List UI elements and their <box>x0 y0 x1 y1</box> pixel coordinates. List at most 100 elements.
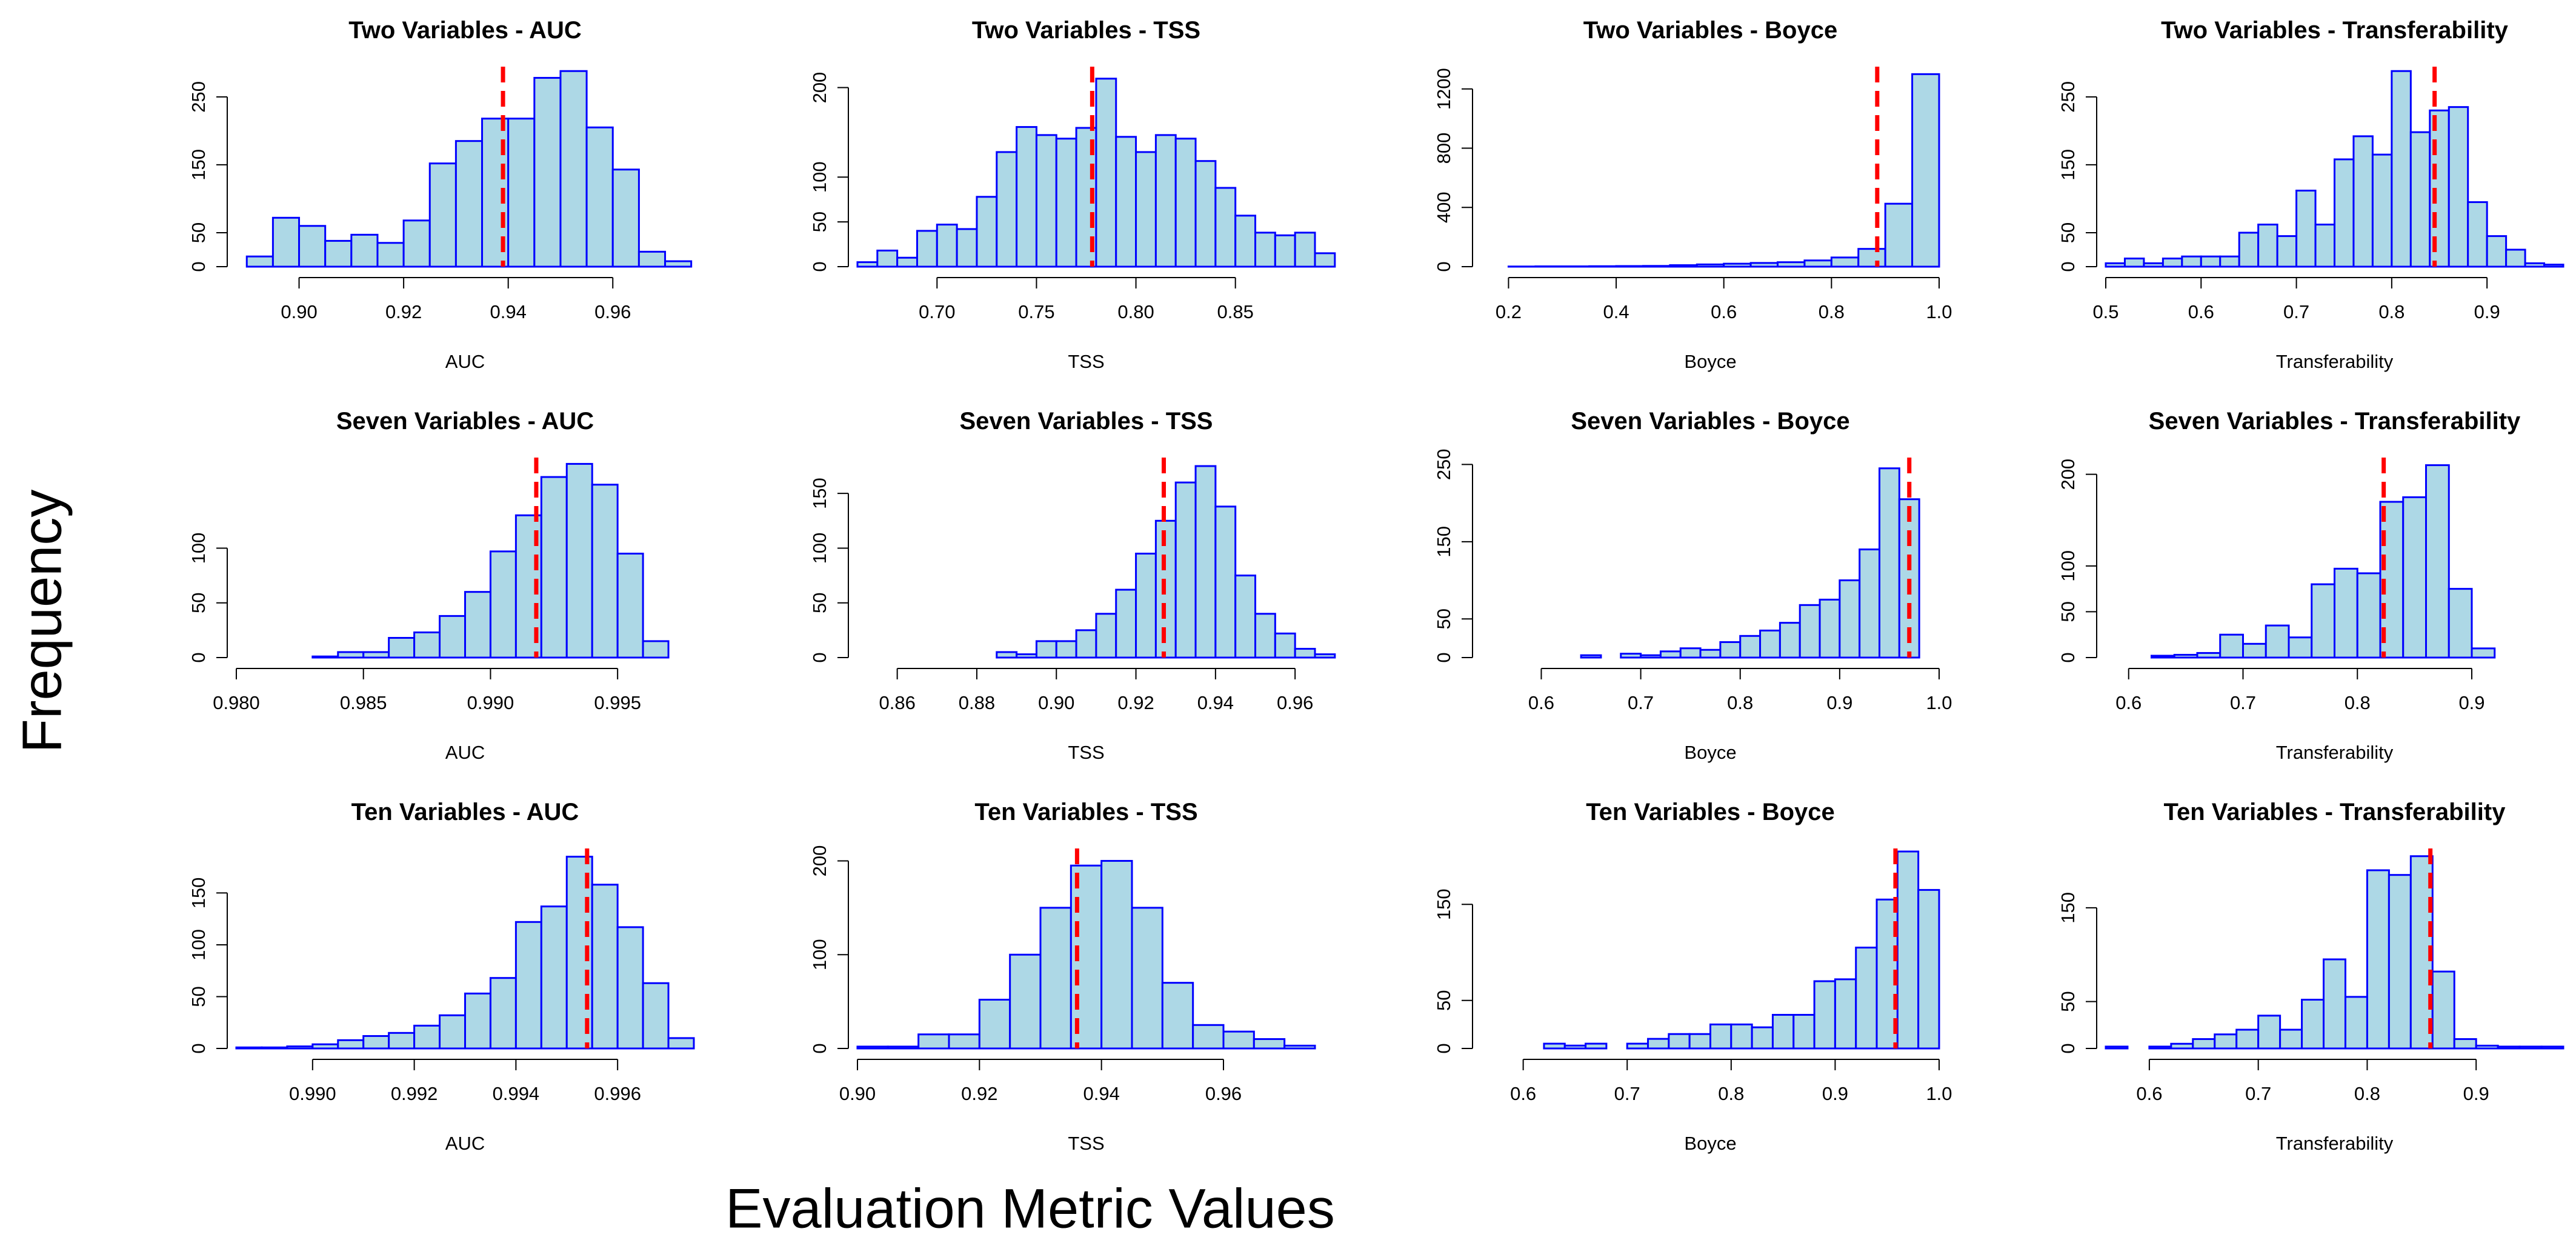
y-tick-label: 0 <box>1433 261 1454 272</box>
x-tick-label: 0.80 <box>1117 301 1154 322</box>
histogram-bar <box>2467 201 2488 268</box>
histogram-bar <box>2543 264 2564 268</box>
histogram-bar <box>1884 202 1914 268</box>
histogram-bar <box>1668 1033 1691 1050</box>
y-tick-label: 0 <box>2057 261 2078 272</box>
histogram-bar <box>1131 907 1163 1050</box>
y-tick-label: 400 <box>1433 192 1454 223</box>
y-tick-label: 800 <box>1433 133 1454 164</box>
histogram-bar <box>2524 262 2546 268</box>
x-axis-label: Boyce <box>1684 351 1736 372</box>
histogram-bar <box>896 256 918 268</box>
histogram-bar <box>956 228 978 268</box>
histogram-bar <box>664 260 693 268</box>
histogram-bar <box>2311 583 2335 659</box>
x-tick-label: 0.5 <box>2092 301 2118 322</box>
histogram-bar <box>856 1045 889 1050</box>
x-tick-label: 0.92 <box>961 1083 997 1104</box>
histogram-bar <box>1274 234 1296 268</box>
y-tick-label: 50 <box>2057 991 2078 1011</box>
histogram-bar <box>2371 153 2393 268</box>
y-tick-label: 250 <box>1433 449 1454 481</box>
histogram-bar <box>1696 263 1725 268</box>
histogram-bar <box>1070 864 1103 1050</box>
x-axis-label: Transferability <box>2276 351 2394 372</box>
histogram-bar <box>2366 869 2390 1050</box>
y-tick-label: 250 <box>188 81 209 113</box>
histogram-bar <box>1669 264 1698 268</box>
histogram-bar <box>413 631 441 659</box>
x-tick-label: 1.0 <box>1926 1083 1952 1104</box>
x-tick-label: 0.996 <box>594 1083 641 1104</box>
y-tick-label: 0 <box>809 652 830 662</box>
histogram-bar <box>311 655 339 659</box>
histogram-bar <box>611 168 640 268</box>
x-tick-label: 0.90 <box>1038 692 1074 713</box>
x-tick-label: 0.994 <box>493 1083 540 1104</box>
histogram-bar <box>311 1043 339 1050</box>
histogram-bar <box>2257 1015 2281 1050</box>
histogram-bar <box>271 216 301 268</box>
histogram-bar <box>1283 1044 1316 1050</box>
histogram-bar <box>2352 135 2374 268</box>
histogram-bar <box>1799 604 1821 659</box>
x-tick-label: 0.88 <box>959 692 995 713</box>
y-tick-label: 200 <box>809 72 830 104</box>
histogram-bar <box>2425 464 2450 659</box>
histogram-bar <box>350 233 379 268</box>
histogram-bar <box>1777 261 1806 268</box>
x-axis-label: Transferability <box>2276 1133 2394 1154</box>
panel-title: Two Variables - TSS <box>972 17 1200 44</box>
x-tick-label: 0.9 <box>1822 1083 1848 1104</box>
histogram-bar <box>1642 265 1671 268</box>
histogram-bar <box>337 651 365 659</box>
histogram-bar <box>1751 1026 1774 1050</box>
histogram-bar <box>1659 650 1682 659</box>
x-axis-label: Boyce <box>1684 1133 1736 1154</box>
x-axis-label: AUC <box>445 1133 485 1154</box>
histogram-bar <box>1749 262 1779 268</box>
x-tick-label: 0.96 <box>1205 1083 1242 1104</box>
histogram-bar <box>2288 636 2313 659</box>
x-tick-label: 0.96 <box>1277 692 1313 713</box>
histogram-bar <box>2148 1045 2172 1050</box>
x-tick-label: 0.8 <box>1819 301 1845 322</box>
histogram-bar <box>936 224 958 268</box>
y-tick-label: 200 <box>809 845 830 877</box>
x-axis-label: TSS <box>1068 742 1104 763</box>
histogram-bar <box>402 219 431 268</box>
histogram-bar <box>2334 158 2355 268</box>
histogram-panel: Ten Variables - AUC 0.990 0.992 0.994 0.996 A… <box>188 799 695 1154</box>
histogram-bar <box>948 1033 980 1050</box>
histogram-bar <box>2356 572 2381 659</box>
histogram-bar <box>1095 78 1117 268</box>
histogram-bar <box>1174 138 1197 268</box>
histogram-bar <box>489 550 517 659</box>
histogram-bar <box>514 921 542 1050</box>
x-tick-label: 0.92 <box>385 301 422 322</box>
histogram-bar <box>1035 134 1057 268</box>
histogram-bar <box>559 70 588 268</box>
histogram-panel: Ten Variables - Transferability 0.6 0.7 0.8… <box>2057 799 2564 1154</box>
histogram-bar <box>916 230 938 268</box>
x-tick-label: 0.990 <box>289 1083 336 1104</box>
histogram-panel: Seven Variables - Boyce 0.6 0.7 0.8 0.9 1.0 Bo… <box>1433 408 1952 763</box>
x-tick-label: 0.6 <box>2136 1083 2162 1104</box>
histogram-bar <box>2471 647 2496 659</box>
histogram-bar <box>2431 970 2455 1050</box>
histogram-bar <box>1640 654 1662 659</box>
histogram-bar <box>2162 258 2183 268</box>
histogram-bar <box>2276 235 2298 268</box>
y-tick-label: 50 <box>188 986 209 1007</box>
x-tick-label: 0.992 <box>391 1083 438 1104</box>
x-tick-label: 0.7 <box>1628 692 1654 713</box>
y-tick-label: 150 <box>188 878 209 909</box>
x-tick-label: 0.8 <box>2354 1083 2380 1104</box>
x-axis-label: Transferability <box>2276 742 2394 763</box>
histogram-bar <box>2265 624 2290 659</box>
histogram-bar <box>1615 265 1644 268</box>
histogram-bar <box>1254 613 1276 659</box>
histogram-bar <box>337 1039 365 1050</box>
histogram-bar <box>591 484 619 659</box>
y-tick-label: 50 <box>1433 608 1454 629</box>
